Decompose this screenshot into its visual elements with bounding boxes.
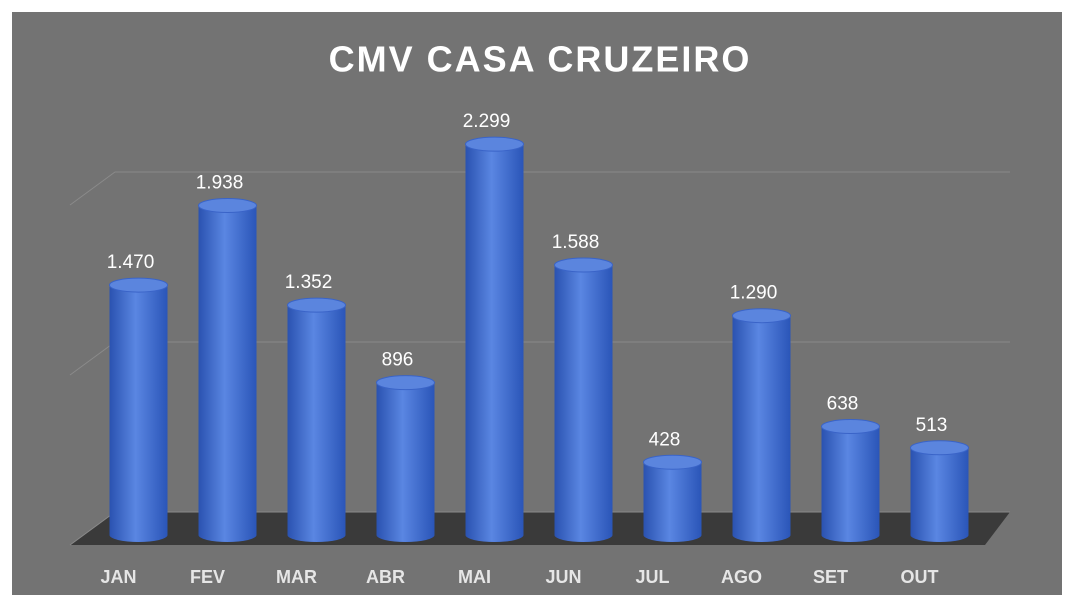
bar-top: [465, 136, 524, 152]
bar-top: [198, 198, 257, 214]
value-label: 896: [382, 350, 414, 371]
bar: [821, 426, 880, 542]
value-label: 1.588: [552, 232, 600, 253]
bar: [554, 265, 613, 542]
bar-top: [287, 297, 346, 313]
value-label: 1.470: [107, 252, 155, 273]
x-tick-label: MAI: [458, 567, 491, 587]
value-label: 2.299: [463, 111, 511, 132]
bar: [643, 462, 702, 542]
bar-top: [554, 257, 613, 273]
x-tick-label: JAN: [100, 567, 136, 587]
x-tick-label: ABR: [366, 567, 405, 587]
bar: [465, 144, 524, 543]
x-tick-label: JUL: [635, 567, 669, 587]
bar-top: [376, 375, 435, 391]
chart-title: CMV CASA CRUZEIRO: [329, 39, 752, 80]
chart-background: [12, 12, 1062, 595]
value-label: 1.290: [730, 283, 778, 304]
x-tick-label: FEV: [190, 567, 225, 587]
x-tick-label: OUT: [901, 567, 939, 587]
bar: [287, 305, 346, 542]
value-label: 513: [916, 415, 948, 436]
bar-top: [109, 277, 168, 293]
x-tick-label: SET: [813, 567, 848, 587]
value-label: 1.352: [285, 272, 333, 293]
bar: [198, 205, 257, 543]
value-label: 1.938: [196, 173, 244, 194]
x-tick-label: AGO: [721, 567, 762, 587]
x-tick-label: MAR: [276, 567, 317, 587]
bar-top: [821, 419, 880, 435]
value-label: 638: [827, 394, 859, 415]
grid-line: [69, 171, 1010, 206]
bar-top: [643, 454, 702, 470]
bar-top: [732, 308, 791, 324]
x-tick-label: JUN: [545, 567, 581, 587]
bar: [376, 382, 435, 542]
bar-top: [910, 440, 969, 456]
bar: [109, 285, 168, 542]
value-label: 428: [649, 429, 681, 450]
bar: [732, 315, 791, 542]
bar: [910, 447, 969, 542]
